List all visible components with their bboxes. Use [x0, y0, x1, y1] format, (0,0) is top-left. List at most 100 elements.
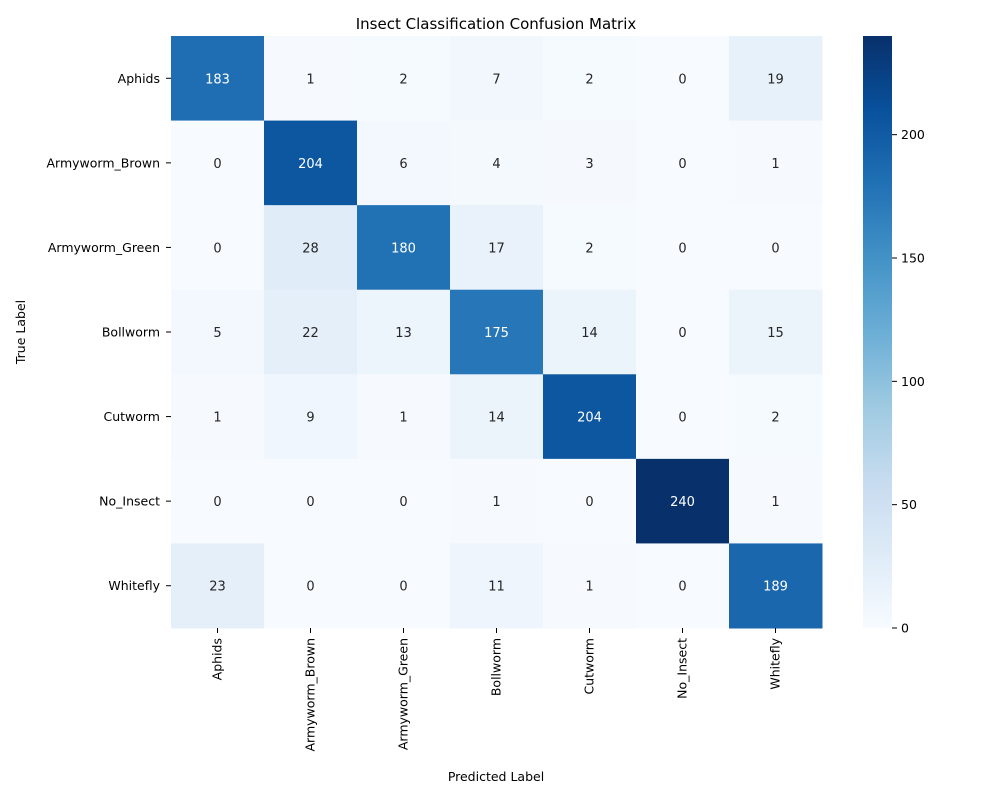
colorbar-tick-label: 50 — [901, 497, 917, 512]
cell-value-label: 2 — [585, 241, 593, 256]
cell-value-label: 1 — [492, 495, 500, 510]
y-axis: Aphids Armyworm_Brown Armyworm_Green Bollwo… — [47, 71, 171, 593]
cell-value-label: 17 — [488, 241, 505, 256]
x-tick-label: Cutworm — [582, 638, 597, 695]
heatmap-cell — [264, 289, 358, 375]
heatmap-cell — [171, 374, 265, 460]
x-tick-label: Armyworm_Green — [396, 638, 411, 750]
heatmap-cell — [543, 374, 637, 460]
x-axis-label: Predicted Label — [448, 769, 544, 784]
heatmap-cell — [450, 374, 544, 460]
cell-value-label: 0 — [213, 157, 221, 172]
heatmap-cell — [171, 458, 265, 544]
x-tick-label: No_Insect — [675, 638, 690, 699]
cell-value-label: 204 — [577, 411, 602, 426]
heatmap-cell — [264, 205, 358, 291]
x-axis: Aphids Armyworm_Brown Armyworm_Green Bollwo… — [210, 628, 783, 752]
cell-value-label: 6 — [399, 157, 407, 172]
heatmap-cell — [636, 374, 730, 460]
heatmap-cell — [357, 205, 451, 291]
x-tick-label: Aphids — [210, 638, 225, 680]
heatmap-cell — [729, 374, 823, 460]
cell-value-label: 13 — [395, 326, 412, 341]
heatmap-cells — [171, 36, 823, 629]
y-tick-label: Cutworm — [103, 409, 160, 424]
heatmap-cell — [171, 36, 265, 122]
cell-value-label: 1 — [771, 157, 779, 172]
heatmap-cell — [171, 120, 265, 206]
heatmap-cell — [729, 120, 823, 206]
cell-value-label: 7 — [492, 72, 500, 87]
cell-value-label: 11 — [488, 580, 505, 595]
heatmap-cell — [357, 458, 451, 544]
cell-value-label: 9 — [306, 411, 314, 426]
heatmap-cell — [636, 205, 730, 291]
heatmap-cell — [450, 36, 544, 122]
heatmap-cell — [636, 120, 730, 206]
heatmap-cell — [171, 289, 265, 375]
cell-value-label: 1 — [306, 72, 314, 87]
heatmap-cell — [450, 205, 544, 291]
cell-value-label: 204 — [298, 157, 323, 172]
y-tick-label: Aphids — [118, 71, 160, 86]
heatmap-cell-labels: 183 1 2 7 2 0 190 204 6 4 3 0 10 28 180 17 2 0 05 22 13 175 14… — [205, 72, 788, 594]
heatmap-cell — [543, 543, 637, 629]
chart-title: Insect Classification Confusion Matrix — [356, 15, 637, 33]
cell-value-label: 15 — [767, 326, 784, 341]
cell-value-label: 0 — [678, 157, 686, 172]
x-tick-label: Armyworm_Brown — [303, 638, 318, 752]
colorbar-ticks: 0 50 100 150 200 — [892, 127, 925, 636]
y-tick-label: Whitefly — [108, 578, 160, 593]
cell-value-label: 1 — [771, 495, 779, 510]
cell-value-label: 180 — [391, 241, 416, 256]
heatmap-cell — [357, 120, 451, 206]
cell-value-label: 0 — [678, 580, 686, 595]
cell-value-label: 1 — [213, 411, 221, 426]
y-tick-label: Armyworm_Brown — [47, 155, 161, 170]
cell-value-label: 0 — [399, 495, 407, 510]
heatmap-cell — [636, 289, 730, 375]
cell-value-label: 28 — [302, 241, 319, 256]
cell-value-label: 0 — [213, 495, 221, 510]
y-tick-label: Bollworm — [102, 325, 160, 340]
cell-value-label: 3 — [585, 157, 593, 172]
heatmap-cell — [264, 36, 358, 122]
heatmap-cell — [450, 120, 544, 206]
cell-value-label: 0 — [678, 241, 686, 256]
cell-value-label: 4 — [492, 157, 500, 172]
cell-value-label: 189 — [763, 580, 788, 595]
heatmap-cell — [450, 458, 544, 544]
heatmap-cell — [729, 36, 823, 122]
heatmap-cell — [264, 374, 358, 460]
heatmap-cell — [729, 289, 823, 375]
cell-value-label: 0 — [771, 241, 779, 256]
heatmap-cell — [171, 543, 265, 629]
heatmap-cell — [729, 458, 823, 544]
cell-value-label: 19 — [767, 72, 784, 87]
heatmap-cell — [264, 543, 358, 629]
heatmap-cell — [543, 205, 637, 291]
heatmap-cell — [636, 36, 730, 122]
cell-value-label: 14 — [488, 411, 505, 426]
y-tick-label: Armyworm_Green — [48, 240, 160, 255]
cell-value-label: 5 — [213, 326, 221, 341]
heatmap-cell — [543, 36, 637, 122]
heatmap-cell — [171, 205, 265, 291]
cell-value-label: 175 — [484, 326, 509, 341]
heatmap-cell — [636, 543, 730, 629]
heatmap-cell — [264, 458, 358, 544]
heatmap-cell — [729, 543, 823, 629]
cell-value-label: 14 — [581, 326, 598, 341]
heatmap-cell — [264, 120, 358, 206]
cell-value-label: 0 — [585, 495, 593, 510]
cell-value-label: 0 — [306, 495, 314, 510]
cell-value-label: 2 — [399, 72, 407, 87]
cell-value-label: 1 — [585, 580, 593, 595]
heatmap-cell — [357, 374, 451, 460]
cell-value-label: 0 — [399, 580, 407, 595]
heatmap-cell — [636, 458, 730, 544]
heatmap-cell — [357, 36, 451, 122]
colorbar-tick-label: 150 — [901, 251, 925, 266]
cell-value-label: 22 — [302, 326, 319, 341]
